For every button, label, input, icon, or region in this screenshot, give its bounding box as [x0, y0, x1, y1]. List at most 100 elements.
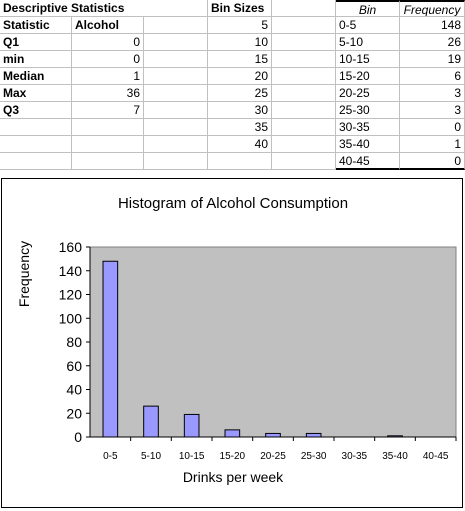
- cell[interactable]: [144, 136, 208, 153]
- freq-cell[interactable]: 1: [400, 136, 465, 153]
- bin-size-cell[interactable]: 5: [208, 17, 272, 34]
- cell[interactable]: [272, 119, 336, 136]
- x-tick-label: 25-30: [301, 451, 327, 462]
- freq-cell[interactable]: 19: [400, 51, 465, 68]
- cell[interactable]: [144, 119, 208, 136]
- stat-value-cell[interactable]: 1: [72, 68, 144, 85]
- bin-cell[interactable]: 25-30: [336, 102, 400, 119]
- cell[interactable]: [272, 102, 336, 119]
- bin-size-cell[interactable]: 25: [208, 85, 272, 102]
- x-tick-label: 35-40: [382, 451, 408, 462]
- y-tick-label: 100: [59, 310, 83, 326]
- stat-value-cell[interactable]: 36: [72, 85, 144, 102]
- bin-cell[interactable]: 35-40: [336, 136, 400, 153]
- stat-value-cell[interactable]: 0: [72, 34, 144, 51]
- histogram-bar: [102, 260, 119, 438]
- plot-area: [89, 246, 457, 438]
- bin-header[interactable]: Bin: [336, 0, 400, 17]
- x-axis-label: Drinks per week: [182, 469, 284, 485]
- bin-cell[interactable]: 10-15: [336, 51, 400, 68]
- statistic-header[interactable]: Statistic: [0, 17, 72, 34]
- spreadsheet-grid: Descriptive Statistics Bin Sizes Bin Fre…: [0, 0, 465, 175]
- bin-cell[interactable]: 5-10: [336, 34, 400, 51]
- cell[interactable]: [144, 102, 208, 119]
- cell[interactable]: [272, 136, 336, 153]
- y-tick-label: 120: [59, 287, 83, 303]
- cell[interactable]: [0, 119, 72, 136]
- cell[interactable]: [208, 153, 272, 170]
- cell[interactable]: [72, 136, 144, 153]
- bin-sizes-header[interactable]: Bin Sizes: [208, 0, 272, 17]
- cell[interactable]: [144, 17, 208, 34]
- bin-size-cell[interactable]: 10: [208, 34, 272, 51]
- stats-title-cell[interactable]: Descriptive Statistics: [0, 0, 144, 17]
- cell[interactable]: [144, 68, 208, 85]
- frequency-header[interactable]: Frequency: [400, 0, 465, 17]
- cell[interactable]: [0, 153, 72, 170]
- cell[interactable]: [144, 85, 208, 102]
- x-tick-label: 10-15: [179, 451, 205, 462]
- bin-size-cell[interactable]: 15: [208, 51, 272, 68]
- cell[interactable]: [144, 34, 208, 51]
- stat-label-cell[interactable]: Q1: [0, 34, 72, 51]
- x-tick-label: 5-10: [141, 451, 161, 462]
- freq-cell[interactable]: 148: [400, 17, 465, 34]
- histogram-bar: [143, 405, 159, 438]
- x-tick-label: 30-35: [342, 451, 368, 462]
- bin-size-cell[interactable]: 40: [208, 136, 272, 153]
- freq-cell[interactable]: 3: [400, 102, 465, 119]
- chart-title: Histogram of Alcohol Consumption: [117, 195, 349, 212]
- y-tick-label: 60: [66, 358, 82, 374]
- histogram-plot: 0 20 40 60 80 100 120 140 160 0-5 5-10 10-15 15-20 20…: [59, 239, 457, 462]
- histogram-bar: [183, 413, 200, 438]
- histogram-bar: [265, 432, 281, 438]
- bin-size-cell[interactable]: 30: [208, 102, 272, 119]
- bin-size-cell[interactable]: 20: [208, 68, 272, 85]
- y-tick-label: 80: [66, 334, 82, 350]
- x-tick-label: 0-5: [103, 451, 118, 462]
- freq-cell[interactable]: 0: [400, 153, 465, 170]
- cell[interactable]: [72, 119, 144, 136]
- stat-label-cell[interactable]: min: [0, 51, 72, 68]
- cell[interactable]: [72, 153, 144, 170]
- stat-value-cell[interactable]: 0: [72, 51, 144, 68]
- cell[interactable]: [144, 0, 208, 17]
- cell[interactable]: [272, 51, 336, 68]
- stat-value-cell[interactable]: 7: [72, 102, 144, 119]
- alcohol-header[interactable]: Alcohol: [72, 17, 144, 34]
- freq-cell[interactable]: 0: [400, 119, 465, 136]
- cell[interactable]: [144, 51, 208, 68]
- histogram-bar: [305, 432, 322, 438]
- cell[interactable]: [272, 34, 336, 51]
- cell[interactable]: [144, 153, 208, 170]
- stat-label-cell[interactable]: Max: [0, 85, 72, 102]
- freq-cell[interactable]: 3: [400, 85, 465, 102]
- y-tick-label: 40: [66, 382, 82, 398]
- bin-size-cell[interactable]: 35: [208, 119, 272, 136]
- y-tick-label: 0: [74, 429, 82, 445]
- x-tick-label: 40-45: [423, 451, 449, 462]
- y-tick-label: 160: [59, 239, 83, 255]
- cell[interactable]: [272, 85, 336, 102]
- bin-cell[interactable]: 15-20: [336, 68, 400, 85]
- cell[interactable]: [272, 153, 336, 170]
- histogram-bar: [387, 435, 403, 438]
- cell[interactable]: [0, 136, 72, 153]
- x-tick-label: 20-25: [260, 451, 286, 462]
- histogram-chart[interactable]: Histogram of Alcohol Consumption Frequen…: [1, 178, 463, 508]
- freq-cell[interactable]: 26: [400, 34, 465, 51]
- cell[interactable]: [272, 0, 336, 17]
- bin-cell[interactable]: 0-5: [336, 17, 400, 34]
- stats-title: Descriptive Statistics: [3, 1, 125, 15]
- stat-label-cell[interactable]: Q3: [0, 102, 72, 119]
- bin-cell[interactable]: 40-45: [336, 153, 400, 170]
- cell[interactable]: [272, 17, 336, 34]
- y-tick-label: 20: [66, 405, 82, 421]
- stat-label-cell[interactable]: Median: [0, 68, 72, 85]
- y-tick-label: 140: [59, 263, 83, 279]
- freq-cell[interactable]: 6: [400, 68, 465, 85]
- bin-cell[interactable]: 30-35: [336, 119, 400, 136]
- bin-cell[interactable]: 20-25: [336, 85, 400, 102]
- histogram-bar: [224, 429, 241, 438]
- cell[interactable]: [272, 68, 336, 85]
